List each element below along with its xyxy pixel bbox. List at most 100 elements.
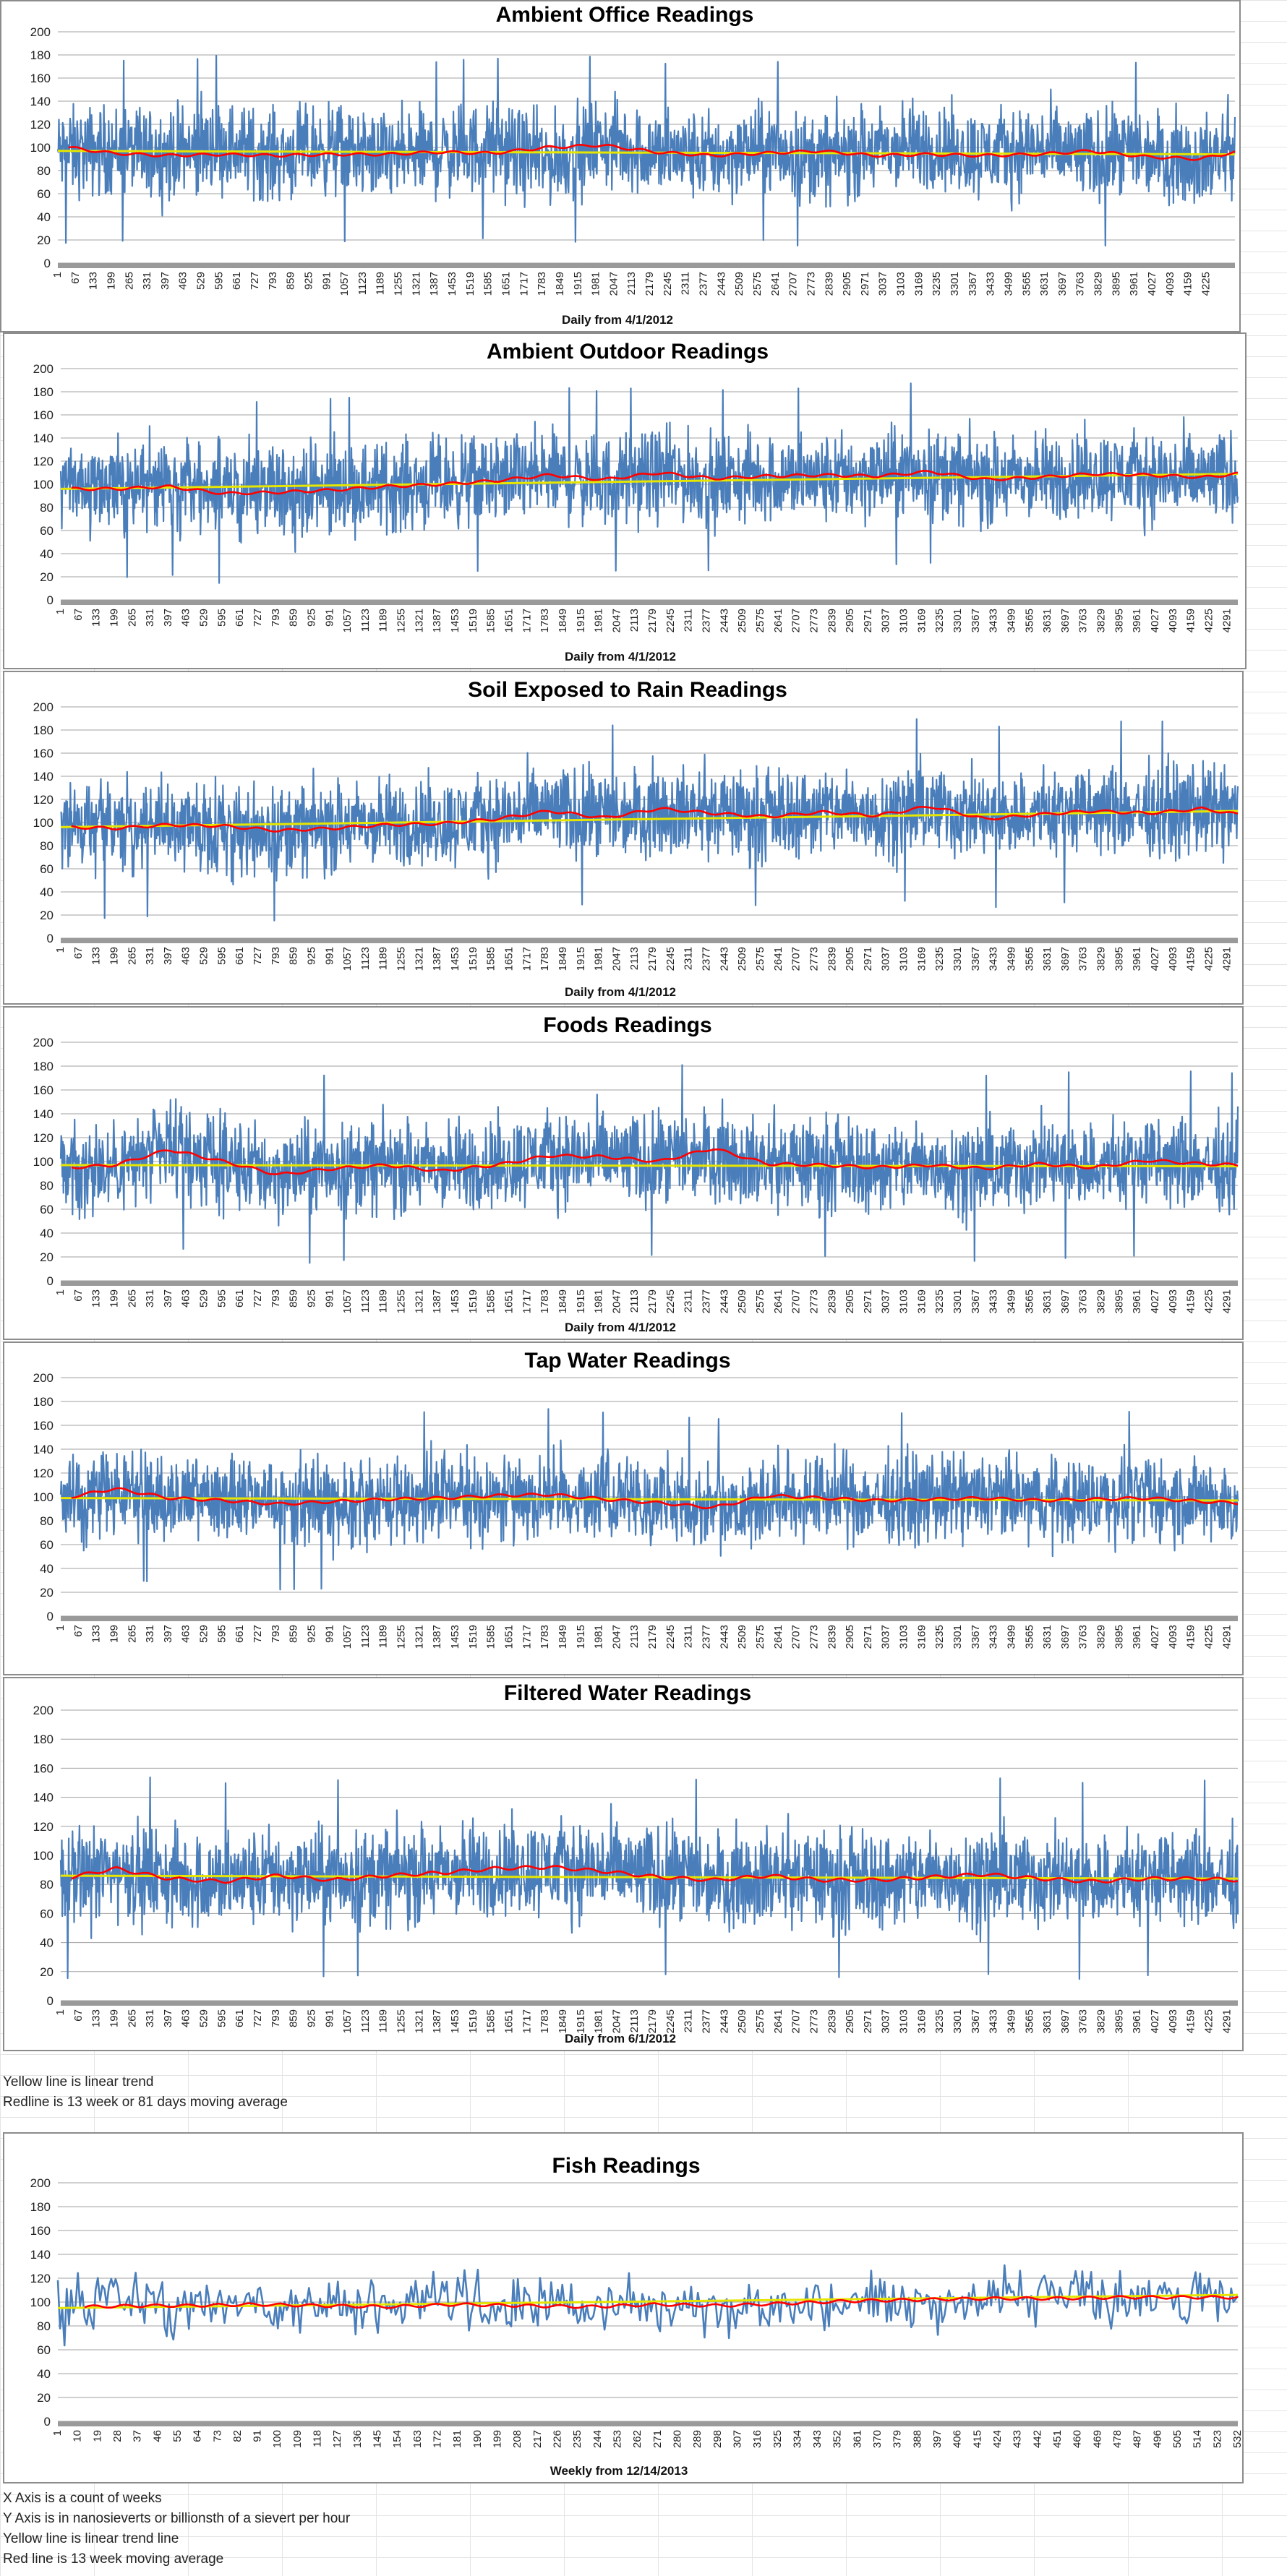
x-tick-label: 3037 — [877, 272, 889, 296]
series-readings-line — [59, 1064, 1239, 1264]
x-tick-label: 2641 — [772, 1625, 784, 1649]
x-tick-label: 1057 — [341, 1625, 354, 1649]
x-axis-label: Daily from 6/1/2012 — [565, 2032, 676, 2045]
x-tick-label: 1651 — [503, 2009, 515, 2033]
x-tick-label: 397 — [159, 272, 171, 290]
x-tick-label: 1 — [51, 272, 64, 278]
x-tick-label: 1123 — [359, 2009, 372, 2032]
x-tick-label: 3961 — [1131, 1289, 1143, 1313]
note-x-axis: X Axis is a count of weeks — [3, 2491, 162, 2506]
x-tick-label: 925 — [305, 947, 317, 965]
x-tick-label: 253 — [611, 2430, 623, 2448]
x-tick-label: 1783 — [536, 272, 548, 296]
x-tick-label: 331 — [141, 272, 153, 290]
x-tick-label: 529 — [198, 2009, 210, 2027]
x-tick-label: 3367 — [970, 1625, 982, 1649]
x-tick-label: 388 — [911, 2430, 923, 2448]
x-tick-label: 1915 — [575, 609, 587, 632]
chart-panel: Soil Exposed to Rain Readings 0 20 40 60 80 10… — [3, 671, 1244, 1005]
x-tick-label: 2641 — [772, 947, 784, 971]
chart-svg: Fish Readings 0 20 40 60 80 100 120 140 160 180 200… — [30, 2154, 1242, 2478]
chart-panel: Ambient Office Readings 0 20 40 60 80 100 120 14… — [0, 0, 1241, 332]
x-tick-label: 325 — [771, 2430, 784, 2448]
x-tick-label: 55 — [171, 2430, 184, 2442]
x-tick-label: 2245 — [664, 1289, 677, 1313]
y-tick-label: 120 — [30, 118, 51, 132]
x-tick-label: 3169 — [915, 2009, 928, 2033]
x-tick-label: 2905 — [844, 947, 856, 971]
moving-average-line — [71, 805, 1239, 833]
y-tick-label: 180 — [33, 724, 54, 737]
x-tick-label: 2179 — [646, 947, 659, 971]
x-tick-label: 1 — [54, 947, 67, 953]
x-tick-label: 3961 — [1131, 1625, 1143, 1649]
x-tick-label: 595 — [215, 1289, 228, 1308]
x-tick-label: 397 — [162, 1289, 174, 1308]
y-tick-label: 100 — [33, 1849, 54, 1863]
x-tick-label: 3697 — [1059, 947, 1072, 971]
x-tick-label: 67 — [72, 2009, 85, 2022]
trend-line — [60, 1164, 1239, 1168]
x-tick-label: 145 — [372, 2430, 384, 2448]
moving-average-line — [71, 1149, 1239, 1176]
x-tick-label: 424 — [991, 2430, 1004, 2448]
x-tick-label: 2971 — [862, 947, 874, 971]
x-tick-label: 1783 — [539, 1625, 551, 1649]
x-tick-label: 1849 — [557, 947, 569, 971]
x-tick-label: 4027 — [1146, 272, 1158, 296]
x-tick-label: 2641 — [772, 609, 784, 632]
x-tick-label: 2113 — [628, 947, 641, 970]
x-tick-label: 2443 — [718, 609, 730, 632]
x-tick-label: 3235 — [933, 1289, 946, 1313]
x-tick-label: 2311 — [683, 947, 695, 970]
x-tick-label: 4291 — [1220, 1625, 1233, 1649]
x-tick-label: 1123 — [356, 272, 369, 295]
y-tick-label: 200 — [30, 2176, 51, 2190]
x-tick-label: 199 — [108, 609, 120, 627]
x-tick-label: 2311 — [680, 272, 692, 295]
x-tick-label: 1717 — [521, 609, 533, 632]
x-tick-label: 133 — [87, 272, 100, 290]
x-tick-label: 4093 — [1167, 609, 1179, 632]
x-tick-label: 1453 — [449, 2009, 461, 2033]
x-tick-label: 793 — [270, 1625, 282, 1643]
x-tick-label: 2377 — [701, 2009, 713, 2033]
x-tick-label: 3565 — [1023, 947, 1035, 971]
y-tick-label: 160 — [30, 2224, 51, 2238]
x-tick-label: 3631 — [1041, 947, 1053, 971]
x-tick-label: 1057 — [341, 1289, 354, 1313]
x-tick-label: 2245 — [662, 272, 674, 296]
x-tick-label: 3697 — [1059, 1625, 1072, 1649]
x-tick-label: 28 — [111, 2430, 124, 2442]
x-tick-label: 3103 — [898, 1625, 910, 1649]
x-tick-label: 2773 — [808, 609, 820, 632]
x-tick-label: 67 — [72, 947, 85, 959]
x-tick-label: 2971 — [862, 609, 874, 632]
x-tick-label: 3829 — [1095, 2009, 1108, 2033]
y-tick-label: 120 — [33, 1467, 54, 1480]
chart-svg: Foods Readings 0 20 40 60 80 100 120 140 160 180 20… — [33, 1013, 1239, 1334]
x-tick-label: 1783 — [539, 1289, 551, 1313]
x-tick-label: 397 — [931, 2430, 944, 2448]
x-tick-label: 1981 — [593, 947, 605, 971]
x-tick-label: 3301 — [952, 1625, 964, 1649]
x-tick-label: 3565 — [1023, 609, 1035, 632]
x-tick-label: 1123 — [359, 609, 372, 632]
x-tick-label: 859 — [288, 2009, 300, 2027]
x-tick-label: 3895 — [1113, 1289, 1125, 1313]
x-tick-label: 3565 — [1023, 2009, 1035, 2033]
y-tick-label: 60 — [37, 187, 51, 201]
x-tick-label: 2575 — [754, 2009, 766, 2033]
x-tick-label: 463 — [177, 272, 189, 290]
x-tick-label: 316 — [751, 2430, 764, 2448]
x-axis-label: Daily from 4/1/2012 — [562, 313, 673, 327]
x-axis-label: Daily from 4/1/2012 — [565, 985, 676, 999]
x-tick-label: 3895 — [1113, 1625, 1125, 1649]
x-tick-label: 289 — [691, 2430, 704, 2448]
x-tick-label: 1255 — [395, 2009, 408, 2033]
x-tick-label: 2113 — [625, 272, 638, 295]
y-tick-label: 140 — [33, 1107, 54, 1121]
y-tick-label: 40 — [37, 2367, 51, 2381]
x-tick-label: 1321 — [413, 947, 425, 971]
x-tick-label: 3829 — [1095, 947, 1108, 971]
